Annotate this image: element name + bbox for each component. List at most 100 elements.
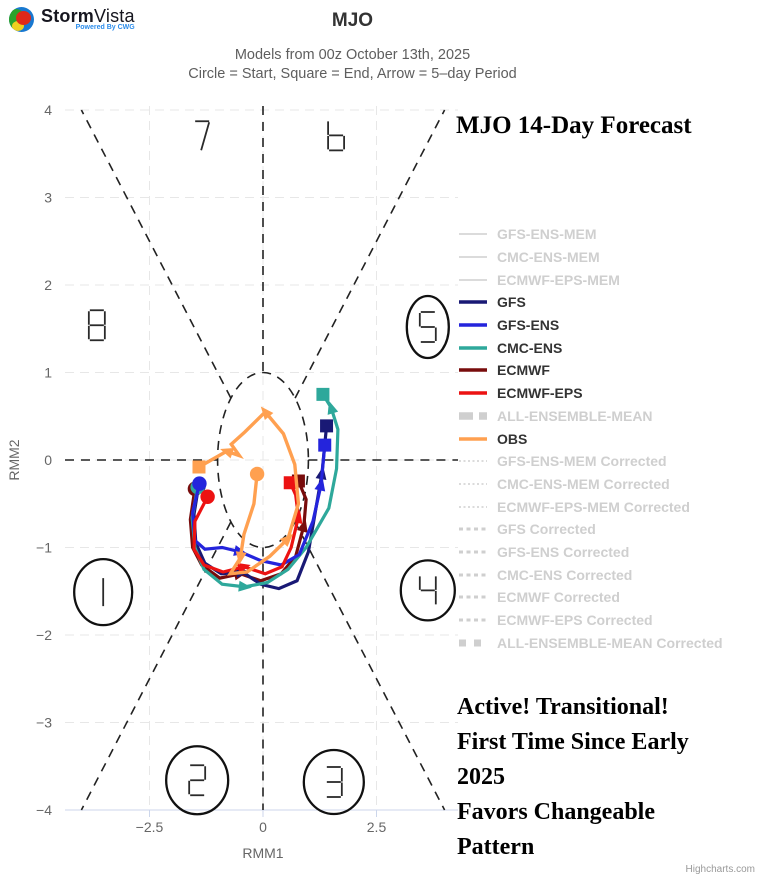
legend-label: ECMWF-EPS-MEM Corrected bbox=[497, 498, 690, 515]
annotation-line: Pattern bbox=[457, 834, 535, 860]
legend-item-gfs-ens[interactable]: GFS-ENS bbox=[458, 314, 723, 337]
y-tick-label: −3 bbox=[36, 715, 52, 731]
legend-item-gfs-ens-mem-corrected[interactable]: GFS-ENS-MEM Corrected bbox=[458, 450, 723, 473]
legend-line-sample bbox=[459, 233, 487, 236]
tick-labels: 4 3 2 1 0 −1 −2 −3 −4 −2.5 0 2.5 bbox=[36, 102, 386, 835]
direction-arrow bbox=[220, 448, 235, 459]
direction-arrow bbox=[314, 477, 326, 492]
legend-item-ecmwf[interactable]: ECMWF bbox=[458, 359, 723, 382]
legend-line-sample bbox=[459, 391, 487, 395]
legend-line-sample bbox=[459, 300, 487, 305]
end-marker bbox=[316, 387, 330, 401]
y-axis-title: RMM2 bbox=[6, 439, 22, 481]
phase-label-5 bbox=[405, 294, 450, 360]
series-ecmwf-eps bbox=[192, 476, 303, 576]
legend-line-sample bbox=[459, 550, 487, 554]
x-tick-label: 2.5 bbox=[367, 819, 387, 835]
y-tick-label: −2 bbox=[36, 627, 52, 643]
phase-label-3 bbox=[302, 748, 365, 816]
legend-label: ALL-ENSEMBLE-MEAN Corrected bbox=[497, 634, 723, 651]
annotation-line: 2025 bbox=[457, 764, 505, 790]
legend-item-all-ensemble-mean[interactable]: ALL-ENSEMBLE-MEAN bbox=[458, 405, 723, 428]
legend-line-sample bbox=[459, 595, 487, 599]
legend-item-gfs[interactable]: GFS bbox=[458, 291, 723, 314]
legend-label: CMC-ENS Corrected bbox=[497, 566, 633, 583]
legend-label: GFS-ENS-MEM bbox=[497, 226, 597, 243]
phase-circle bbox=[73, 557, 134, 627]
legend-item-ecmwf-eps[interactable]: ECMWF-EPS bbox=[458, 382, 723, 405]
legend-item-ecmwf-eps-mem[interactable]: ECMWF-EPS-MEM bbox=[458, 268, 723, 291]
direction-arrow bbox=[236, 562, 251, 574]
brand-tagline: Powered By CWG bbox=[75, 24, 135, 31]
start-marker bbox=[249, 466, 265, 482]
direction-arrow bbox=[327, 400, 339, 415]
phase-circle bbox=[302, 748, 365, 816]
legend-label: ECMWF-EPS Corrected bbox=[497, 612, 653, 629]
legend-label: ECMWF-EPS-MEM bbox=[497, 271, 620, 288]
annotation-summary: Active! Transitional! First Time Since E… bbox=[457, 690, 689, 865]
legend-label: GFS-ENS bbox=[497, 317, 560, 334]
legend-label: GFS-ENS-MEM Corrected bbox=[497, 453, 667, 470]
stormvista-logo-icon bbox=[9, 7, 34, 32]
phase-label-8 bbox=[87, 309, 106, 342]
end-marker bbox=[318, 438, 332, 452]
subtitle-line-2: Circle = Start, Square = End, Arrow = 5–… bbox=[188, 66, 517, 82]
unit-circle bbox=[216, 371, 310, 549]
end-marker bbox=[283, 476, 297, 490]
y-tick-label: −4 bbox=[36, 802, 52, 818]
chart-title: MJO bbox=[331, 10, 374, 31]
y-tick-label: 1 bbox=[44, 365, 52, 381]
legend-line-sample bbox=[459, 527, 487, 531]
legend-line-sample bbox=[459, 639, 487, 647]
legend-item-gfs-ens-corrected[interactable]: GFS-ENS Corrected bbox=[458, 541, 723, 564]
legend-label: GFS bbox=[497, 294, 526, 311]
legend-line-sample bbox=[459, 483, 487, 485]
legend-line-sample bbox=[459, 368, 487, 373]
legend-item-ecmwf-eps-mem-corrected[interactable]: ECMWF-EPS-MEM Corrected bbox=[458, 495, 723, 518]
start-marker bbox=[192, 476, 207, 491]
annotation-line: Active! Transitional! bbox=[457, 694, 669, 720]
legend-label: CMC-ENS-MEM Corrected bbox=[497, 475, 670, 492]
phase-circle bbox=[399, 559, 456, 622]
end-marker bbox=[320, 419, 334, 433]
legend-item-gfs-corrected[interactable]: GFS Corrected bbox=[458, 518, 723, 541]
annotation-line: First Time Since Early bbox=[457, 729, 689, 755]
direction-arrow bbox=[296, 518, 308, 533]
legend-label: OBS bbox=[497, 430, 528, 447]
legend-item-all-ensemble-mean-corrected[interactable]: ALL-ENSEMBLE-MEAN Corrected bbox=[458, 631, 723, 654]
x-axis-title: RMM1 bbox=[242, 845, 284, 861]
direction-arrow bbox=[238, 580, 252, 592]
legend-item-cmc-ens-mem-corrected[interactable]: CMC-ENS-MEM Corrected bbox=[458, 473, 723, 496]
y-tick-label: −1 bbox=[36, 540, 52, 556]
phase-label-4 bbox=[399, 559, 456, 622]
legend-item-gfs-ens-mem[interactable]: GFS-ENS-MEM bbox=[458, 223, 723, 246]
phase-circle bbox=[405, 294, 450, 360]
end-marker bbox=[192, 460, 206, 474]
legend-line-sample bbox=[459, 278, 487, 281]
legend-line-sample bbox=[459, 323, 487, 327]
legend-item-cmc-ens[interactable]: CMC-ENS bbox=[458, 336, 723, 359]
stormvista-logo: StormVista Powered By CWG bbox=[8, 6, 135, 33]
y-tick-label: 4 bbox=[44, 102, 52, 118]
phase-label-1 bbox=[73, 557, 134, 627]
x-axis bbox=[65, 809, 458, 817]
phase-circle bbox=[165, 745, 230, 816]
series-obs bbox=[192, 406, 301, 576]
legend-label: GFS Corrected bbox=[497, 521, 596, 538]
direction-arrow bbox=[260, 406, 274, 421]
phase-label-7 bbox=[195, 120, 211, 151]
legend-item-ecmwf-eps-corrected[interactable]: ECMWF-EPS Corrected bbox=[458, 609, 723, 632]
legend-item-cmc-ens-mem[interactable]: CMC-ENS-MEM bbox=[458, 246, 723, 269]
x-tick-label: 0 bbox=[259, 819, 267, 835]
legend-line-sample bbox=[459, 346, 487, 350]
annotation-forecast-title: MJO 14-Day Forecast bbox=[456, 112, 692, 139]
legend-line-sample bbox=[459, 505, 487, 508]
legend-item-ecmwf-corrected[interactable]: ECMWF Corrected bbox=[458, 586, 723, 609]
legend-item-cmc-ens-corrected[interactable]: CMC-ENS Corrected bbox=[458, 563, 723, 586]
annotation-line: Favors Changeable bbox=[457, 799, 655, 825]
chart-subtitle: Models from 00z October 13th, 2025 Circl… bbox=[0, 46, 705, 84]
gridlines bbox=[65, 106, 458, 811]
legend-item-obs[interactable]: OBS bbox=[458, 427, 723, 450]
highcharts-credits[interactable]: Highcharts.com bbox=[685, 864, 755, 875]
